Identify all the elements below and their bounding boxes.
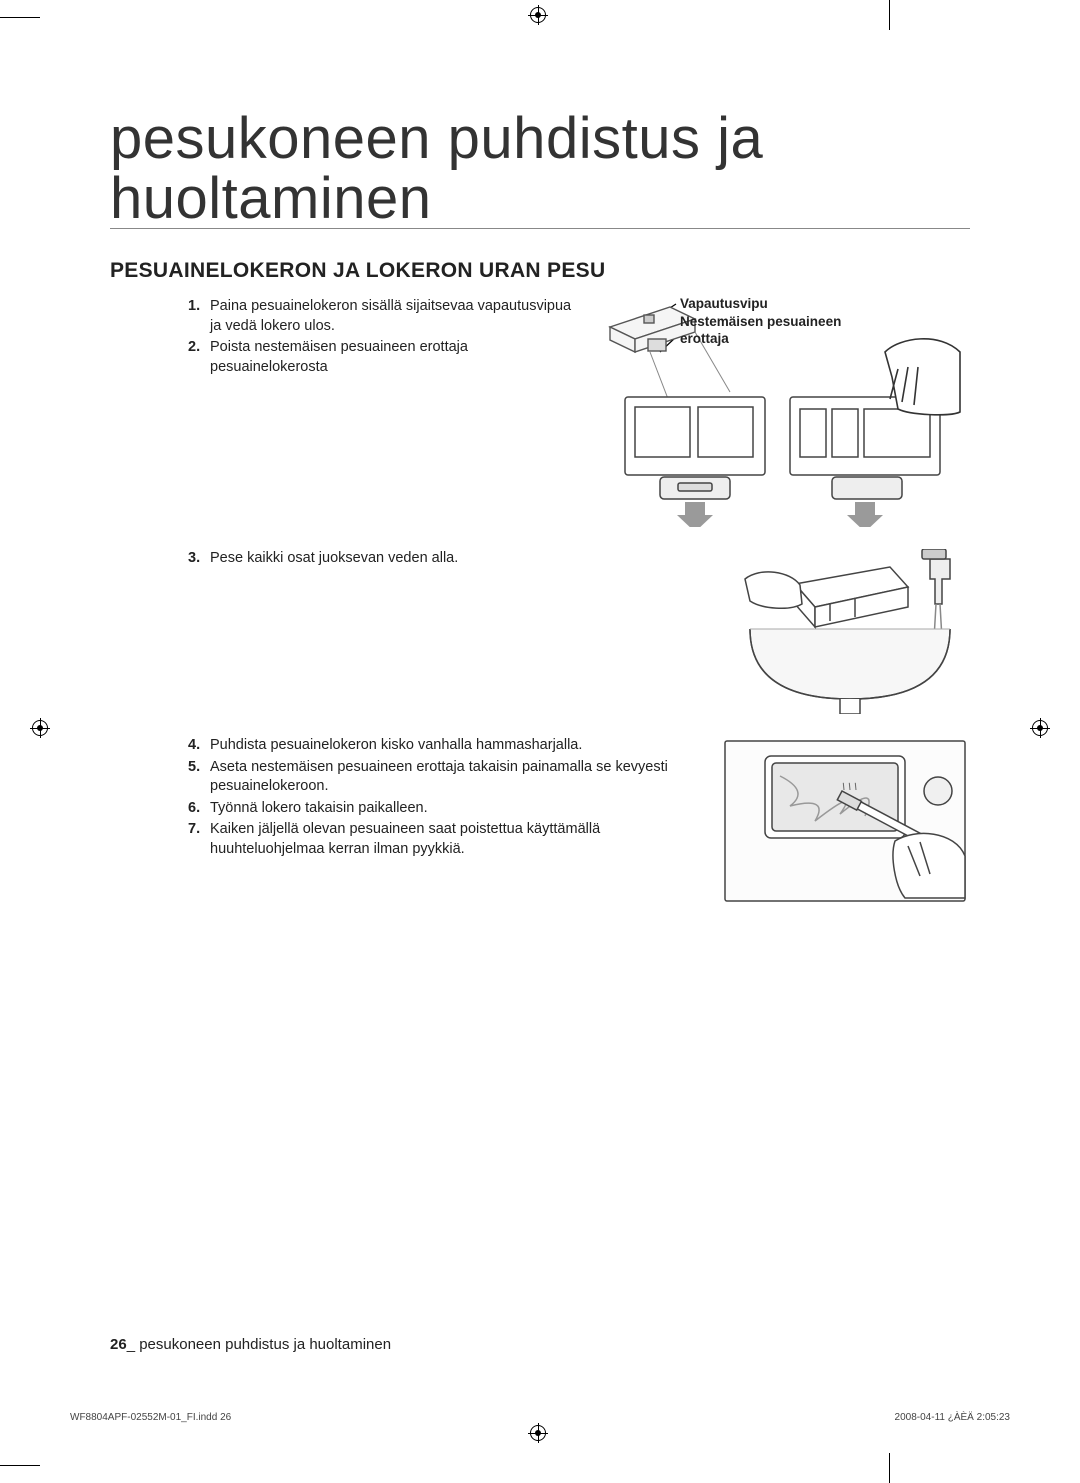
section-heading: PESUAINELOKERON JA LOKERON URAN PESU bbox=[110, 259, 970, 283]
step-list: 3.Pese kaikki osat juoksevan veden alla. bbox=[188, 549, 674, 569]
crop-mark bbox=[889, 0, 890, 30]
crop-mark bbox=[889, 1453, 890, 1483]
registration-mark bbox=[530, 1425, 546, 1441]
crop-mark bbox=[0, 17, 40, 18]
step-item: 4.Puhdista pesuainelokeron kisko vanhall… bbox=[188, 736, 704, 756]
page-footer: 26_ pesukoneen puhdistus ja huoltaminen bbox=[110, 1336, 391, 1353]
page-title: pesukoneen puhdistus ja huoltaminen bbox=[110, 110, 970, 229]
crop-mark bbox=[0, 1465, 40, 1466]
title-line-2: huoltaminen bbox=[110, 170, 970, 229]
step-item: 6.Työnnä lokero takaisin paikalleen. bbox=[188, 799, 704, 819]
page-number: 26 bbox=[110, 1336, 127, 1353]
step-item: 2.Poista nestemäisen pesuaineen erottaja… bbox=[188, 338, 584, 377]
imprint-timestamp: 2008-04-11 ¿ÀÈÄ 2:05:23 bbox=[895, 1412, 1010, 1423]
registration-mark bbox=[530, 7, 546, 23]
figure-brush-recess bbox=[720, 736, 970, 906]
registration-mark bbox=[32, 720, 48, 736]
title-line-1: pesukoneen puhdistus ja bbox=[110, 110, 970, 168]
registration-mark bbox=[1032, 720, 1048, 736]
step-item: 1.Paina pesuainelokeron sisällä sijaitse… bbox=[188, 297, 584, 336]
imprint-filename: WF8804APF-02552M-01_FI.indd 26 bbox=[70, 1412, 231, 1423]
step-list: 1.Paina pesuainelokeron sisällä sijaitse… bbox=[188, 297, 584, 377]
callout-lever: Vapautusvipu bbox=[680, 295, 841, 313]
figure-wash-parts bbox=[690, 549, 970, 714]
callout-divider-1: Nestemäisen pesuaineen bbox=[680, 313, 841, 331]
step-item: 7.Kaiken jäljellä olevan pesuaineen saat… bbox=[188, 820, 704, 859]
footer-text: _ pesukoneen puhdistus ja huoltaminen bbox=[127, 1336, 391, 1353]
callout-divider-2: erottaja bbox=[680, 330, 841, 348]
step-list: 4.Puhdista pesuainelokeron kisko vanhall… bbox=[188, 736, 704, 859]
step-item: 5.Aseta nestemäisen pesuaineen erottaja … bbox=[188, 758, 704, 797]
step-item: 3.Pese kaikki osat juoksevan veden alla. bbox=[188, 549, 674, 569]
